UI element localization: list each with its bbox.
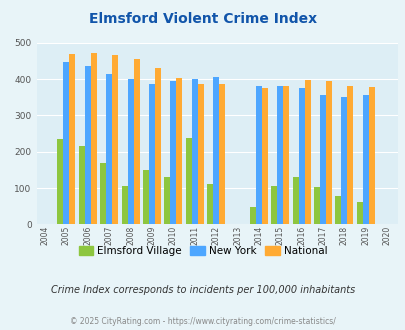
Bar xyxy=(133,59,139,224)
Bar xyxy=(155,68,160,224)
Bar xyxy=(149,84,155,224)
Bar xyxy=(79,147,85,224)
Text: © 2025 CityRating.com - https://www.cityrating.com/crime-statistics/: © 2025 CityRating.com - https://www.city… xyxy=(70,317,335,326)
Bar xyxy=(298,87,304,224)
Bar xyxy=(207,184,213,224)
Bar xyxy=(313,187,319,224)
Bar xyxy=(85,67,91,224)
Bar xyxy=(197,83,203,224)
Bar xyxy=(335,196,341,224)
Bar xyxy=(219,84,224,224)
Bar xyxy=(341,97,347,224)
Bar xyxy=(63,62,69,224)
Bar xyxy=(91,53,97,224)
Bar xyxy=(170,81,176,224)
Bar xyxy=(100,163,106,224)
Bar xyxy=(143,170,149,224)
Bar xyxy=(292,177,298,224)
Bar xyxy=(249,207,255,224)
Bar xyxy=(191,79,197,224)
Bar xyxy=(347,86,352,224)
Bar xyxy=(271,185,277,224)
Bar xyxy=(325,82,331,224)
Legend: Elmsford Village, New York, National: Elmsford Village, New York, National xyxy=(74,242,331,260)
Bar xyxy=(122,186,127,224)
Bar xyxy=(176,78,182,224)
Text: Crime Index corresponds to incidents per 100,000 inhabitants: Crime Index corresponds to incidents per… xyxy=(51,285,354,295)
Bar xyxy=(319,95,325,224)
Text: Elmsford Violent Crime Index: Elmsford Violent Crime Index xyxy=(89,12,316,25)
Bar xyxy=(255,86,261,224)
Bar xyxy=(106,74,112,224)
Bar xyxy=(58,139,63,224)
Bar xyxy=(356,202,362,224)
Bar xyxy=(185,138,191,224)
Bar xyxy=(261,88,267,224)
Bar xyxy=(213,77,219,224)
Bar xyxy=(112,55,118,224)
Bar xyxy=(277,86,283,224)
Bar xyxy=(283,86,288,224)
Bar xyxy=(368,87,374,224)
Bar xyxy=(127,79,133,224)
Bar xyxy=(362,95,368,224)
Bar xyxy=(164,177,170,224)
Bar xyxy=(69,54,75,224)
Bar xyxy=(304,80,310,224)
